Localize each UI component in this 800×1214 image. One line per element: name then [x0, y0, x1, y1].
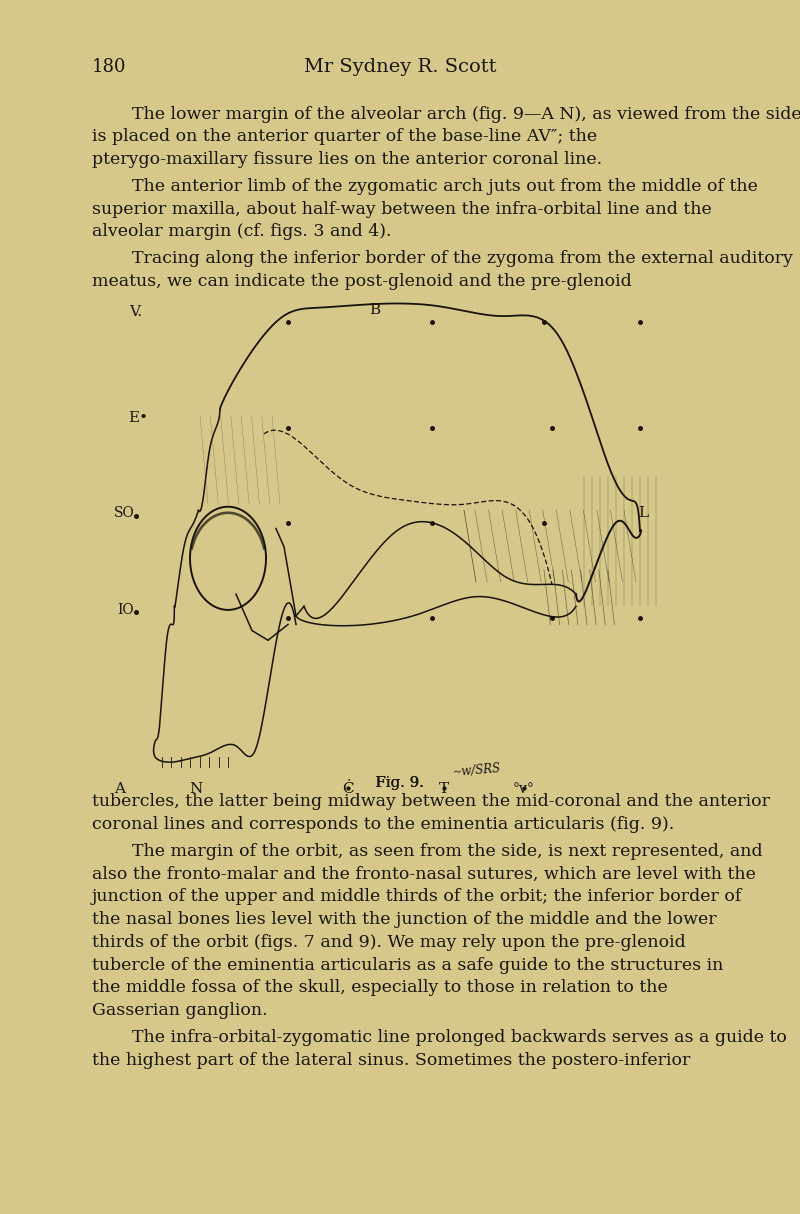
Text: coronal lines and corresponds to the eminentia articularis (fig. 9).: coronal lines and corresponds to the emi… — [92, 816, 674, 833]
Text: thirds of the orbit (figs. 7 and 9). We may rely upon the pre-glenoid: thirds of the orbit (figs. 7 and 9). We … — [92, 934, 686, 951]
Text: The lower margin of the alveolar arch (fig. 9—A N), as viewed from the side,: The lower margin of the alveolar arch (f… — [132, 106, 800, 123]
Text: The anterior limb of the zygomatic arch juts out from the middle of the: The anterior limb of the zygomatic arch … — [132, 177, 758, 194]
Text: Tracing along the inferior border of the zygoma from the external auditory: Tracing along the inferior border of the… — [132, 250, 793, 267]
Text: 180: 180 — [92, 58, 126, 76]
Text: A: A — [114, 782, 126, 796]
Text: L: L — [638, 506, 649, 520]
Text: SO: SO — [114, 506, 134, 520]
Text: superior maxilla, about half-way between the infra-orbital line and the: superior maxilla, about half-way between… — [92, 200, 712, 217]
Text: meatus, we can indicate the post-glenoid and the pre-glenoid: meatus, we can indicate the post-glenoid… — [92, 273, 632, 290]
Text: °v°: °v° — [513, 782, 535, 796]
Text: pterygo-maxillary fissure lies on the anterior coronal line.: pterygo-maxillary fissure lies on the an… — [92, 152, 602, 169]
Text: IO: IO — [118, 603, 134, 617]
Text: the nasal bones lies level with the junction of the middle and the lower: the nasal bones lies level with the junc… — [92, 910, 717, 927]
Text: E•: E• — [128, 412, 148, 425]
Text: Mr Sydney R. Scott: Mr Sydney R. Scott — [304, 58, 496, 76]
Text: Ċ: Ċ — [342, 782, 354, 796]
Text: T: T — [439, 782, 449, 796]
Text: alveolar margin (cf. figs. 3 and 4).: alveolar margin (cf. figs. 3 and 4). — [92, 223, 391, 240]
Text: junction of the upper and middle thirds of the orbit; the inferior border of: junction of the upper and middle thirds … — [92, 889, 742, 906]
Text: tubercle of the eminentia articularis as a safe guide to the structures in: tubercle of the eminentia articularis as… — [92, 957, 723, 974]
Text: also the fronto-malar and the fronto-nasal sutures, which are level with the: also the fronto-malar and the fronto-nas… — [92, 866, 756, 883]
Text: tubercles, the latter being midway between the mid-coronal and the anterior: tubercles, the latter being midway betwe… — [92, 793, 770, 810]
Text: the middle fossa of the skull, especially to those in relation to the: the middle fossa of the skull, especiall… — [92, 980, 668, 997]
Text: N: N — [190, 782, 202, 796]
Text: ~w/SRS: ~w/SRS — [452, 761, 502, 779]
Text: Gasserian ganglion.: Gasserian ganglion. — [92, 1003, 268, 1020]
Text: Fɪg. 9.: Fɪg. 9. — [376, 776, 424, 790]
Text: B: B — [369, 304, 380, 317]
Text: the highest part of the lateral sinus. Sometimes the postero-inferior: the highest part of the lateral sinus. S… — [92, 1051, 690, 1068]
Text: V.: V. — [130, 305, 142, 318]
Text: is placed on the anterior quarter of the base-line AV″; the: is placed on the anterior quarter of the… — [92, 129, 597, 146]
Text: The infra-orbital-zygomatic line prolonged backwards serves as a guide to: The infra-orbital-zygomatic line prolong… — [132, 1028, 787, 1045]
Text: The margin of the orbit, as seen from the side, is next represented, and: The margin of the orbit, as seen from th… — [132, 843, 762, 860]
Text: Fig. 9.: Fig. 9. — [375, 776, 425, 790]
